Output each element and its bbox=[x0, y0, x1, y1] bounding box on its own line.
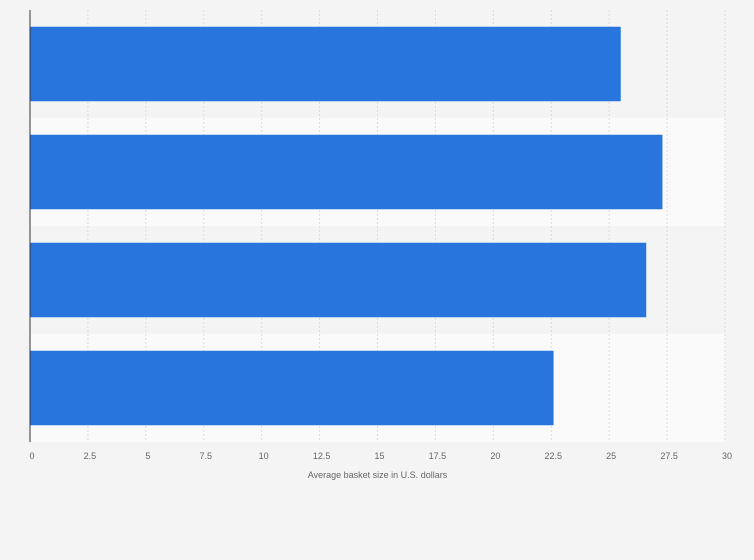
x-tick-label: 12.5 bbox=[313, 451, 331, 461]
x-tick-label: 15 bbox=[374, 451, 384, 461]
x-tick-label: 22.5 bbox=[544, 451, 562, 461]
bar bbox=[30, 134, 663, 210]
bars bbox=[30, 26, 663, 426]
x-tick-label: 25 bbox=[606, 451, 616, 461]
x-tick-labels: 0 2.5 5 7.5 10 12.5 15 17.5 20 22.5 25 27.5 30 bbox=[29, 451, 732, 461]
x-tick-label: 5 bbox=[145, 451, 150, 461]
x-axis-title: Average basket size in U.S. dollars bbox=[308, 470, 448, 480]
x-tick-label: 17.5 bbox=[429, 451, 447, 461]
x-tick-label: 30 bbox=[722, 451, 732, 461]
bar bbox=[30, 26, 621, 102]
bar bbox=[30, 350, 554, 426]
x-tick-label: 10 bbox=[259, 451, 269, 461]
bar bbox=[30, 242, 647, 318]
x-tick-label: 2.5 bbox=[84, 451, 97, 461]
x-tick-label: 20 bbox=[490, 451, 500, 461]
x-tick-label: 0 bbox=[29, 451, 34, 461]
x-tick-label: 27.5 bbox=[660, 451, 678, 461]
x-tick-label: 7.5 bbox=[199, 451, 212, 461]
